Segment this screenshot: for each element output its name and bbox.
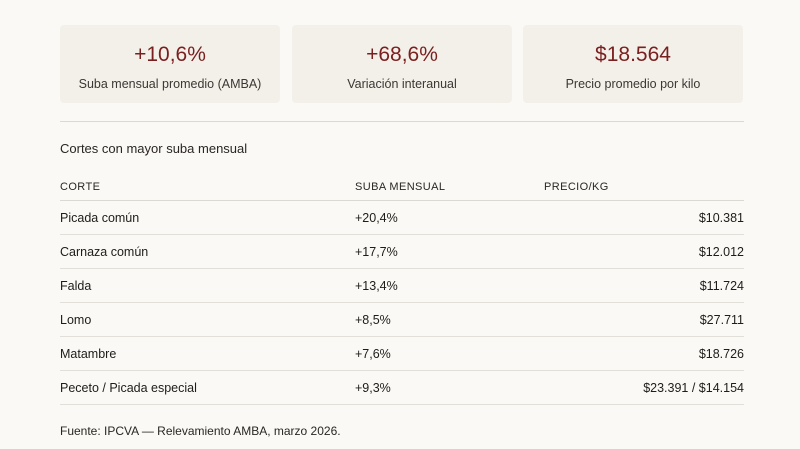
cell-precio: $27.711	[699, 313, 744, 327]
cell-precio: $12.012	[698, 245, 744, 259]
kpi-value: $18.564	[595, 43, 671, 66]
cell-precio: $23.391 / $14.154	[643, 381, 744, 395]
table-header: CORTE SUBA MENSUAL PRECIO/KG	[60, 173, 744, 201]
kpi-cards: +10,6% Suba mensual promedio (AMBA) +68,…	[60, 25, 744, 103]
cell-corte: Peceto / Picada especial	[60, 381, 197, 395]
cuts-table: CORTE SUBA MENSUAL PRECIO/KG Picada comú…	[60, 173, 744, 405]
cell-corte: Matambre	[60, 347, 117, 361]
cell-suba: +17,7%	[355, 245, 398, 259]
kpi-label: Suba mensual promedio (AMBA)	[78, 77, 262, 91]
cell-precio: $11.724	[699, 279, 744, 293]
kpi-card-monthly-rise: +10,6% Suba mensual promedio (AMBA)	[60, 25, 280, 103]
cell-suba: +13,4%	[355, 279, 398, 293]
table-row: Matambre +7,6% $18.726	[60, 337, 744, 371]
section-divider	[60, 121, 744, 122]
table-row: Lomo +8,5% $27.711	[60, 303, 744, 337]
cell-suba: +9,3%	[355, 381, 391, 395]
table-row: Picada común +20,4% $10.381	[60, 201, 744, 235]
cell-suba: +7,6%	[355, 347, 391, 361]
cell-corte: Carnaza común	[60, 245, 149, 259]
kpi-card-yearly-variation: +68,6% Variación interanual	[292, 25, 512, 103]
cell-corte: Falda	[60, 279, 92, 293]
kpi-value: +10,6%	[134, 43, 206, 66]
table-row: Carnaza común +17,7% $12.012	[60, 235, 744, 269]
table-row: Peceto / Picada especial +9,3% $23.391 /…	[60, 371, 744, 405]
kpi-label: Precio promedio por kilo	[565, 77, 701, 91]
source-note: Fuente: IPCVA — Relevamiento AMBA, marzo…	[60, 424, 341, 438]
kpi-card-average-price: $18.564 Precio promedio por kilo	[523, 25, 743, 103]
cell-precio: $10.381	[698, 211, 744, 225]
cell-suba: +20,4%	[355, 211, 398, 225]
kpi-label: Variación interanual	[347, 77, 457, 91]
column-header-corte: CORTE	[60, 181, 101, 193]
cell-precio: $18.726	[698, 347, 744, 361]
cell-corte: Lomo	[60, 313, 92, 327]
table-row: Falda +13,4% $11.724	[60, 269, 744, 303]
cell-corte: Picada común	[60, 211, 140, 225]
cell-suba: +8,5%	[355, 313, 391, 327]
section-title: Cortes con mayor suba mensual	[60, 141, 248, 156]
column-header-precio: PRECIO/KG	[544, 181, 609, 193]
column-header-suba: SUBA MENSUAL	[355, 181, 446, 193]
kpi-value: +68,6%	[366, 43, 438, 66]
